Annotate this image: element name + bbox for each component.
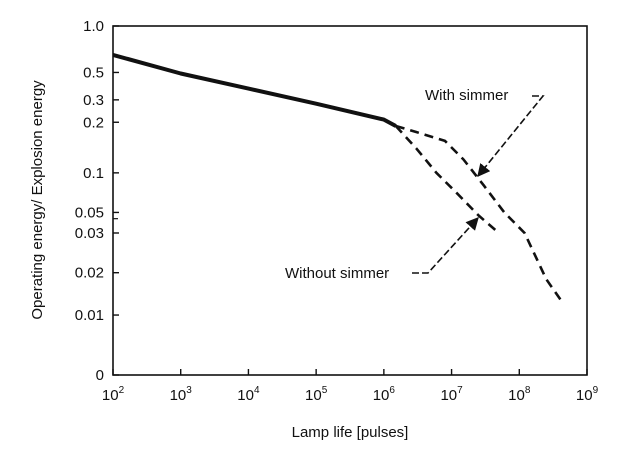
y-tick-label: 0 — [96, 367, 104, 384]
x-tick-exponent: 8 — [525, 385, 531, 396]
plot-frame — [112, 25, 588, 376]
x-tick-label: 107 — [440, 385, 463, 404]
y-tick-label: 0.03 — [75, 225, 104, 242]
x-axis: 102 103 104 105 106 107 108 109 — [102, 369, 599, 404]
without-simmer-annotation-label: Without simmer — [285, 265, 389, 282]
with-simmer-annotation-label: With simmer — [425, 87, 508, 104]
x-tick-exponent: 2 — [119, 385, 125, 396]
x-tick-exponent: 3 — [186, 385, 192, 396]
y-tick-label: 1.0 — [83, 18, 104, 35]
series-group — [112, 52, 565, 305]
y-axis: 1.0 0.5 0.3 0.2 0.1 0.05 0.03 0.02 0.01 0 — [75, 18, 119, 384]
x-tick-base: 10 — [237, 387, 254, 404]
x-tick-label: 108 — [508, 385, 531, 404]
x-tick-base: 10 — [305, 387, 322, 404]
x-tick-exponent: 4 — [254, 385, 260, 396]
x-tick-base: 10 — [373, 387, 390, 404]
x-tick-base: 10 — [102, 387, 119, 404]
x-tick-exponent: 7 — [457, 385, 463, 396]
y-tick-label: 0.3 — [83, 92, 104, 109]
x-tick-label: 102 — [102, 385, 125, 404]
y-tick-label: 0.01 — [75, 307, 104, 324]
x-tick-label: 106 — [373, 385, 396, 404]
x-tick-label: 109 — [576, 385, 599, 404]
x-tick-label: 103 — [170, 385, 193, 404]
with-simmer-series-line — [395, 124, 565, 305]
y-tick-label: 0.05 — [75, 204, 104, 221]
y-tick-label: 0.02 — [75, 265, 104, 282]
y-tick-label: 0.5 — [83, 64, 104, 81]
y-tick-label: 0.2 — [83, 114, 104, 131]
x-tick-base: 10 — [508, 387, 525, 404]
x-tick-exponent: 9 — [593, 385, 599, 396]
main-series-line — [112, 52, 397, 128]
without-simmer-annotation-arrow — [412, 217, 479, 274]
x-tick-base: 10 — [440, 387, 457, 404]
x-tick-label: 105 — [305, 385, 328, 404]
x-axis-label: Lamp life [pulses] — [292, 424, 409, 441]
y-tick-label: 0.1 — [83, 165, 104, 182]
x-tick-base: 10 — [170, 387, 187, 404]
x-tick-exponent: 6 — [389, 385, 395, 396]
x-tick-label: 104 — [237, 385, 260, 404]
with-simmer-annotation-arrow — [477, 95, 545, 177]
x-tick-exponent: 5 — [322, 385, 328, 396]
x-tick-base: 10 — [576, 387, 593, 404]
annotations: With simmer Without simmer — [285, 87, 545, 282]
y-axis-label: Operating energy/ Explosion energy — [29, 80, 46, 320]
without-simmer-series-line — [394, 125, 500, 234]
